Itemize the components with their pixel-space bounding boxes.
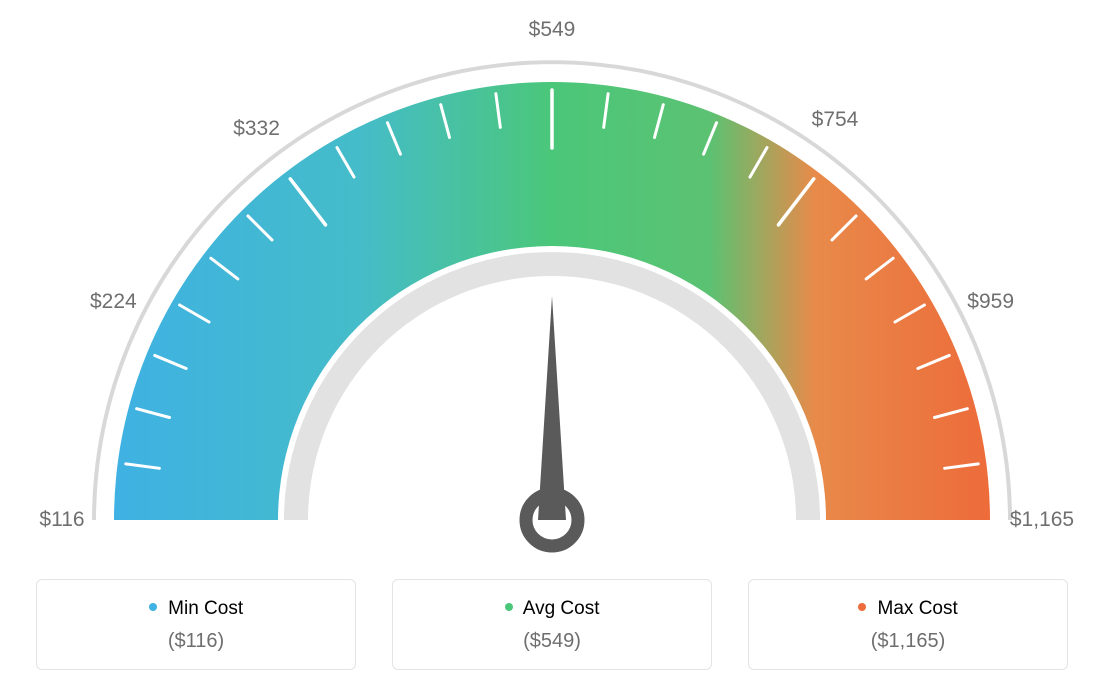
legend-card-max: Max Cost ($1,165) [748, 579, 1068, 670]
scale-label: $224 [90, 290, 137, 314]
scale-label: $959 [967, 290, 1014, 314]
legend-title-max: Max Cost [759, 598, 1057, 620]
dot-icon [505, 603, 513, 611]
legend-title-avg: Avg Cost [403, 598, 701, 620]
legend-card-min: Min Cost ($116) [36, 579, 356, 670]
legend-value-avg: ($549) [403, 630, 701, 653]
legend-title-min: Min Cost [47, 598, 345, 620]
legend-card-avg: Avg Cost ($549) [392, 579, 712, 670]
scale-label: $549 [529, 18, 576, 42]
legend-value-min: ($116) [47, 630, 345, 653]
gauge-chart: $116 $224 $332 $549 $754 $959 $1,165 [0, 0, 1104, 560]
scale-label: $116 [39, 508, 84, 532]
legend-label: Min Cost [168, 598, 243, 619]
scale-label: $754 [812, 108, 859, 132]
legend-row: Min Cost ($116) Avg Cost ($549) Max Cost… [0, 579, 1104, 670]
dot-icon [858, 603, 866, 611]
legend-label: Avg Cost [523, 598, 600, 619]
scale-label: $332 [233, 117, 280, 141]
gauge-svg [0, 0, 1104, 560]
dot-icon [149, 603, 157, 611]
legend-value-max: ($1,165) [759, 630, 1057, 653]
scale-label: $1,165 [1010, 508, 1074, 532]
legend-label: Max Cost [878, 598, 958, 619]
